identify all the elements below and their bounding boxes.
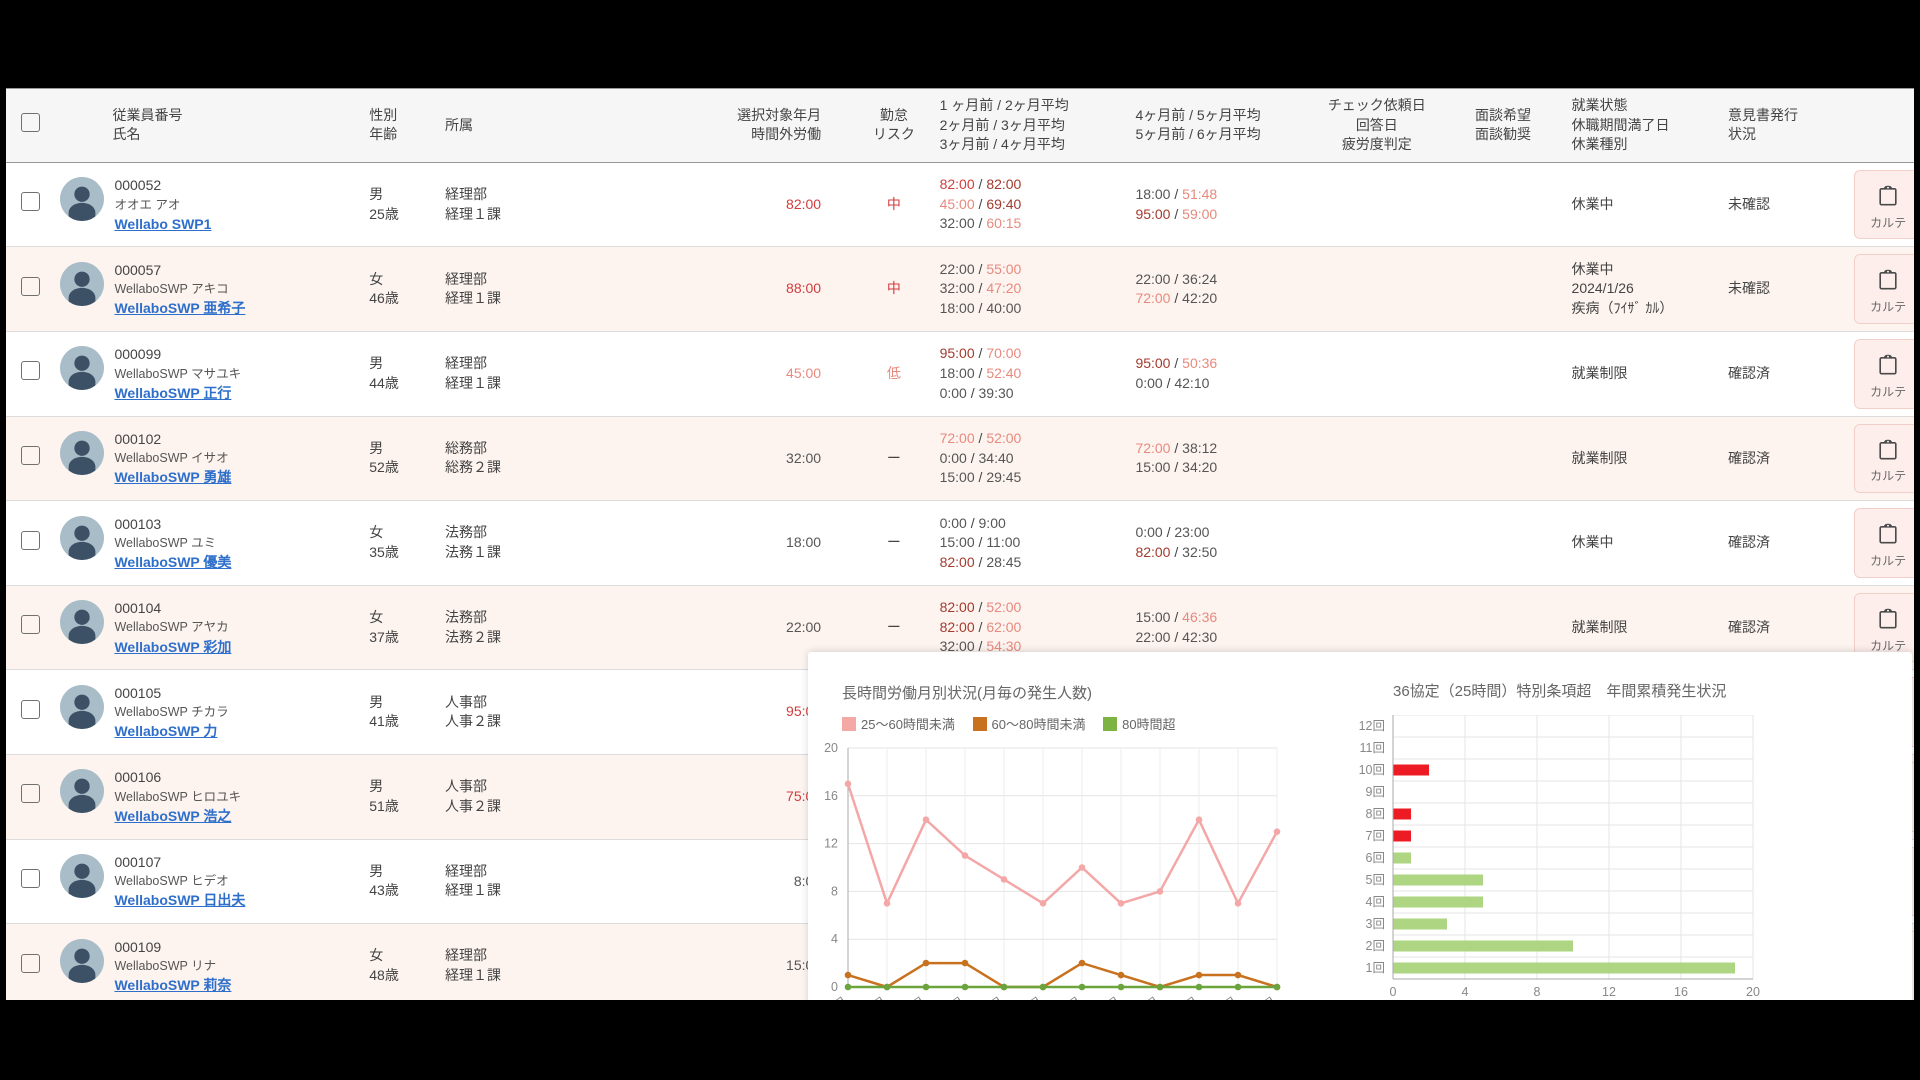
- svg-text:4月: 4月: [943, 994, 966, 1000]
- svg-text:3回: 3回: [1366, 917, 1385, 931]
- svg-text:9月: 9月: [1138, 994, 1161, 1000]
- svg-text:12: 12: [824, 837, 838, 851]
- svg-text:6月: 6月: [1021, 994, 1044, 1000]
- svg-text:0: 0: [831, 980, 838, 994]
- svg-text:7月: 7月: [1060, 994, 1083, 1000]
- svg-text:7回: 7回: [1366, 829, 1385, 843]
- svg-text:20: 20: [1746, 985, 1760, 999]
- svg-text:8回: 8回: [1366, 807, 1385, 821]
- svg-text:6回: 6回: [1366, 851, 1385, 865]
- svg-text:9回: 9回: [1366, 785, 1385, 799]
- svg-text:12月: 12月: [1250, 994, 1279, 1000]
- svg-text:3月: 3月: [904, 994, 927, 1000]
- svg-text:16: 16: [824, 789, 838, 803]
- svg-text:5回: 5回: [1366, 873, 1385, 887]
- svg-text:1回: 1回: [1366, 961, 1385, 975]
- svg-text:11月: 11月: [1212, 994, 1240, 1000]
- svg-text:4: 4: [1462, 985, 1469, 999]
- svg-text:8: 8: [1534, 985, 1541, 999]
- svg-text:0: 0: [1390, 985, 1397, 999]
- svg-text:1月: 1月: [826, 994, 849, 1000]
- svg-text:8月: 8月: [1099, 994, 1122, 1000]
- svg-text:10回: 10回: [1359, 763, 1385, 777]
- svg-text:4: 4: [831, 932, 838, 946]
- svg-text:2月: 2月: [865, 994, 888, 1000]
- svg-text:4回: 4回: [1366, 895, 1385, 909]
- svg-text:20: 20: [824, 741, 838, 755]
- svg-text:8: 8: [831, 884, 838, 898]
- svg-text:11回: 11回: [1360, 741, 1385, 755]
- svg-text:12回: 12回: [1359, 719, 1385, 733]
- svg-text:5月: 5月: [982, 994, 1005, 1000]
- svg-text:16: 16: [1674, 985, 1688, 999]
- svg-text:2回: 2回: [1366, 939, 1385, 953]
- svg-text:12: 12: [1602, 985, 1616, 999]
- svg-text:10月: 10月: [1172, 994, 1201, 1000]
